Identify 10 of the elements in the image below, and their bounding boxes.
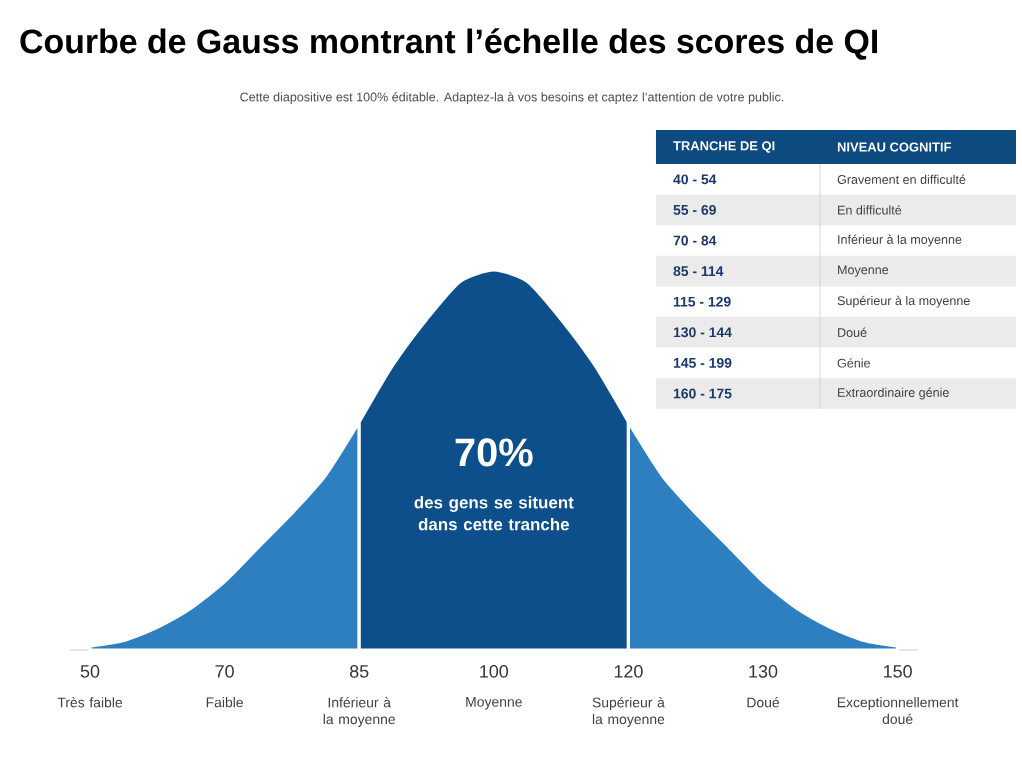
x-tick-label: 130: [749, 665, 778, 678]
annotation: 70%: [455, 438, 533, 467]
x-tick-label: 50: [80, 665, 100, 678]
x-tick-label: 100: [480, 665, 509, 678]
chart-title: Courbe de Gauss montrant l’échelle des scores de QI: [20, 28, 878, 60]
annotation: des gens se situent dans cette tranche: [414, 496, 574, 531]
x-tick-label: 120: [614, 665, 643, 678]
x-tick-label: 70: [215, 665, 234, 678]
x-tick-label: 150: [884, 665, 912, 678]
x-tick-label: 85: [350, 665, 369, 678]
